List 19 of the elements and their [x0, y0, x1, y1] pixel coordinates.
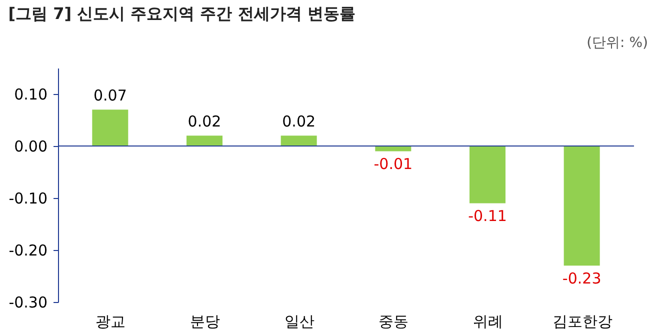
data-label: -0.01 — [374, 155, 413, 174]
data-label: 0.07 — [93, 86, 127, 105]
y-tick-label: 0.00 — [14, 138, 48, 156]
text: (단위: %) — [586, 35, 647, 51]
x-tick-label: 중동 — [378, 312, 409, 330]
data-label: 0.02 — [282, 112, 316, 131]
data-label: 0.02 — [188, 112, 222, 131]
data-label: -0.11 — [468, 207, 507, 226]
y-tick-label: -0.30 — [8, 294, 48, 312]
y-tick-label: -0.10 — [8, 190, 48, 208]
x-tick-label: 위례 — [473, 312, 503, 330]
y-tick-label: 0.10 — [14, 86, 48, 104]
data-label: -0.23 — [562, 270, 602, 288]
y-tick-label: -0.20 — [8, 242, 48, 260]
x-tick-label: 분당 — [190, 312, 220, 330]
x-tick-label: 일산 — [284, 312, 314, 330]
x-tick-label: 김포한강 — [552, 312, 612, 330]
x-tick-label: 광교 — [96, 312, 126, 330]
chart-title: [그림 7] 신도시 주요지역 주간 전세가격 변동률 — [8, 4, 356, 23]
